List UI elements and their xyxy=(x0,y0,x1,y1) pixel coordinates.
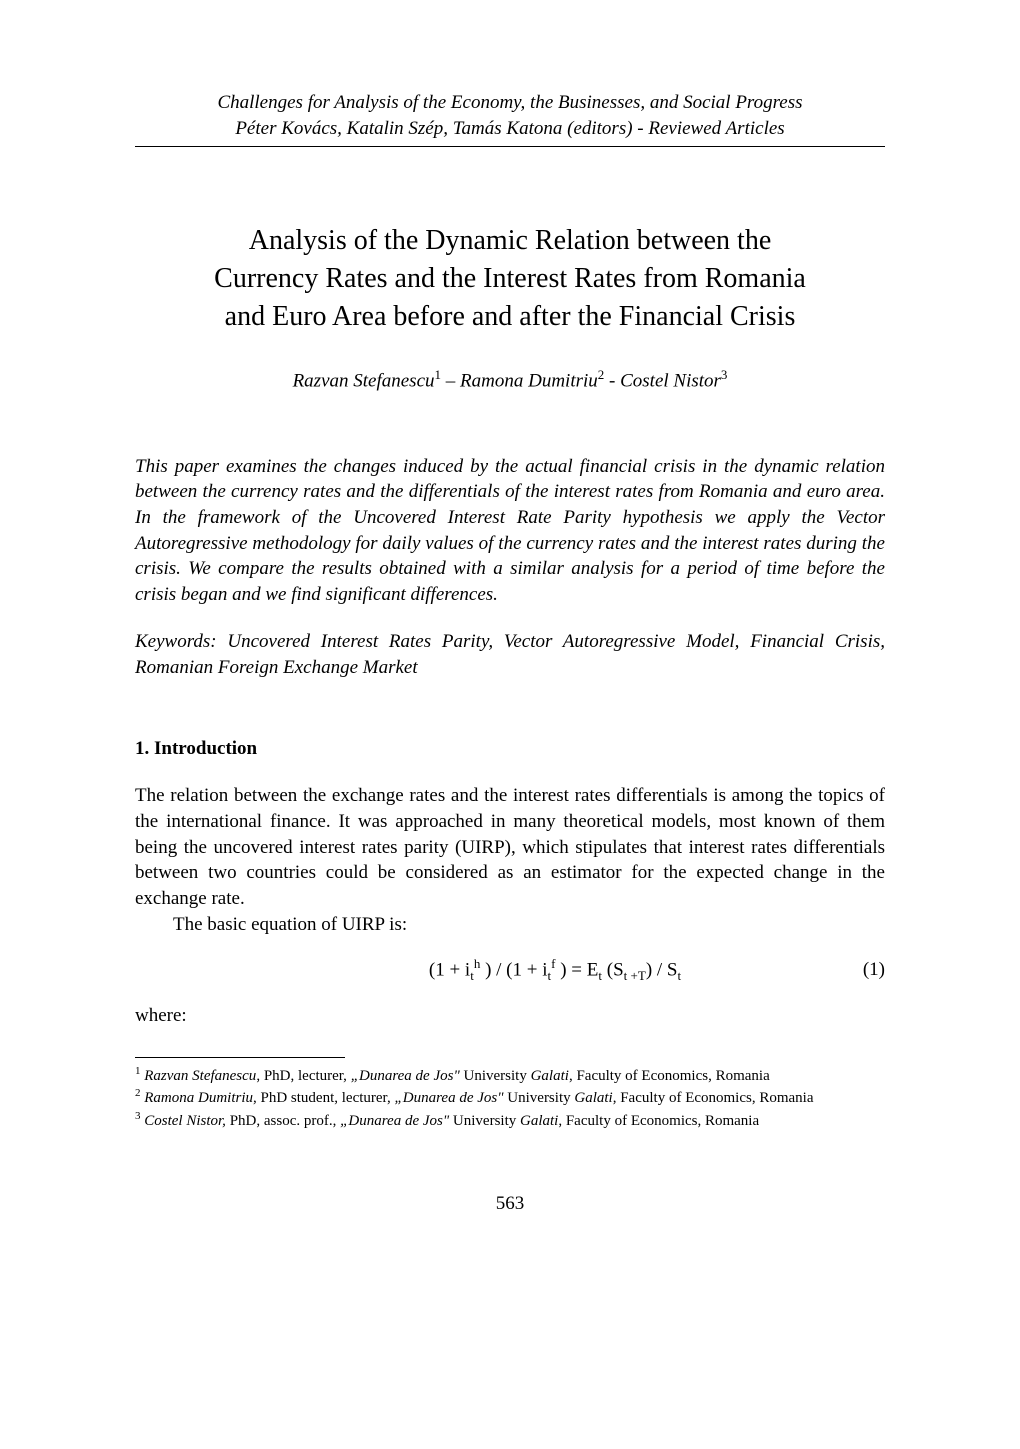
author-3-name: Costel Nistor xyxy=(620,370,721,391)
section-1-para-2: The basic equation of UIRP is: xyxy=(135,912,885,938)
footnote-separator xyxy=(135,1057,345,1058)
title-line-3: and Euro Area before and after the Finan… xyxy=(225,301,796,332)
author-1-name: Razvan Stefanescu xyxy=(293,370,435,391)
section-1-heading: 1. Introduction xyxy=(135,736,885,762)
footnote-2-src: „Dunarea de Jos" xyxy=(394,1090,503,1106)
author-sep-2: - xyxy=(604,370,620,391)
footnote-2-marker: 2 xyxy=(135,1087,141,1099)
author-2-name: Ramona Dumitriu xyxy=(460,370,598,391)
equation-1-formula: (1 + ith ) / (1 + itf ) = Et (St +T) / S… xyxy=(285,955,825,985)
eq-p5-sub: t xyxy=(678,968,682,983)
author-3-footnote-ref: 3 xyxy=(721,367,728,382)
header-line-2: Péter Kovács, Katalin Szép, Tamás Katona… xyxy=(135,116,885,142)
eq-p2: ) / (1 + i xyxy=(480,960,547,981)
footnote-2-name: Ramona Dumitriu xyxy=(144,1090,253,1106)
footnote-3-marker: 3 xyxy=(135,1110,141,1122)
eq-p4: (S xyxy=(602,960,624,981)
footnote-3: 3 Costel Nistor, PhD, assoc. prof., „Dun… xyxy=(135,1109,885,1132)
footnote-3-city: Galati xyxy=(520,1113,558,1129)
footnote-1-src: „Dunarea de Jos" xyxy=(351,1068,460,1084)
section-1-para-3: where: xyxy=(135,1003,885,1029)
footnote-1-tail: , Faculty of Economics, Romania xyxy=(569,1068,770,1084)
footnote-1-mid1: , PhD, lecturer, xyxy=(256,1068,350,1084)
paper-title: Analysis of the Dynamic Relation between… xyxy=(135,222,885,335)
footnote-2-city: Galati xyxy=(574,1090,612,1106)
authors-line: Razvan Stefanescu1 – Ramona Dumitriu2 - … xyxy=(135,366,885,394)
footnote-1-mid2: University xyxy=(460,1068,531,1084)
footnote-2-mid2: University xyxy=(504,1090,575,1106)
footnote-2-mid1: , PhD student, lecturer, xyxy=(253,1090,394,1106)
eq-p1: (1 + i xyxy=(429,960,470,981)
footnote-2: 2 Ramona Dumitriu, PhD student, lecturer… xyxy=(135,1086,885,1109)
author-sep-1: – xyxy=(441,370,460,391)
running-header: Challenges for Analysis of the Economy, … xyxy=(135,90,885,147)
header-line-1: Challenges for Analysis of the Economy, … xyxy=(135,90,885,116)
footnote-3-mid2: University xyxy=(449,1113,520,1129)
eq-p4-sub: t +T xyxy=(624,968,646,983)
footnote-1-name: Razvan Stefanescu xyxy=(144,1068,256,1084)
section-1-para-1: The relation between the exchange rates … xyxy=(135,783,885,911)
page-number: 563 xyxy=(135,1191,885,1217)
keywords-text: Keywords: Uncovered Interest Rates Parit… xyxy=(135,629,885,680)
title-line-1: Analysis of the Dynamic Relation between… xyxy=(249,225,772,256)
abstract-text: This paper examines the changes induced … xyxy=(135,454,885,608)
footnote-2-tail: , Faculty of Economics, Romania xyxy=(613,1090,814,1106)
footnote-3-tail: , Faculty of Economics, Romania xyxy=(558,1113,759,1129)
title-line-2: Currency Rates and the Interest Rates fr… xyxy=(214,263,806,294)
eq-p5: ) / S xyxy=(646,960,678,981)
footnote-1-city: Galati xyxy=(531,1068,569,1084)
eq-p3: ) = E xyxy=(555,960,598,981)
equation-1-number: (1) xyxy=(825,957,885,983)
footnote-1: 1 Razvan Stefanescu, PhD, lecturer, „Dun… xyxy=(135,1064,885,1087)
footnote-1-marker: 1 xyxy=(135,1065,141,1077)
footnote-3-mid1: PhD, assoc. prof., xyxy=(226,1113,340,1129)
footnote-3-src: „Dunarea de Jos" xyxy=(340,1113,449,1129)
equation-1: (1 + ith ) / (1 + itf ) = Et (St +T) / S… xyxy=(135,955,885,985)
footnote-3-name: Costel Nistor, xyxy=(144,1113,226,1129)
